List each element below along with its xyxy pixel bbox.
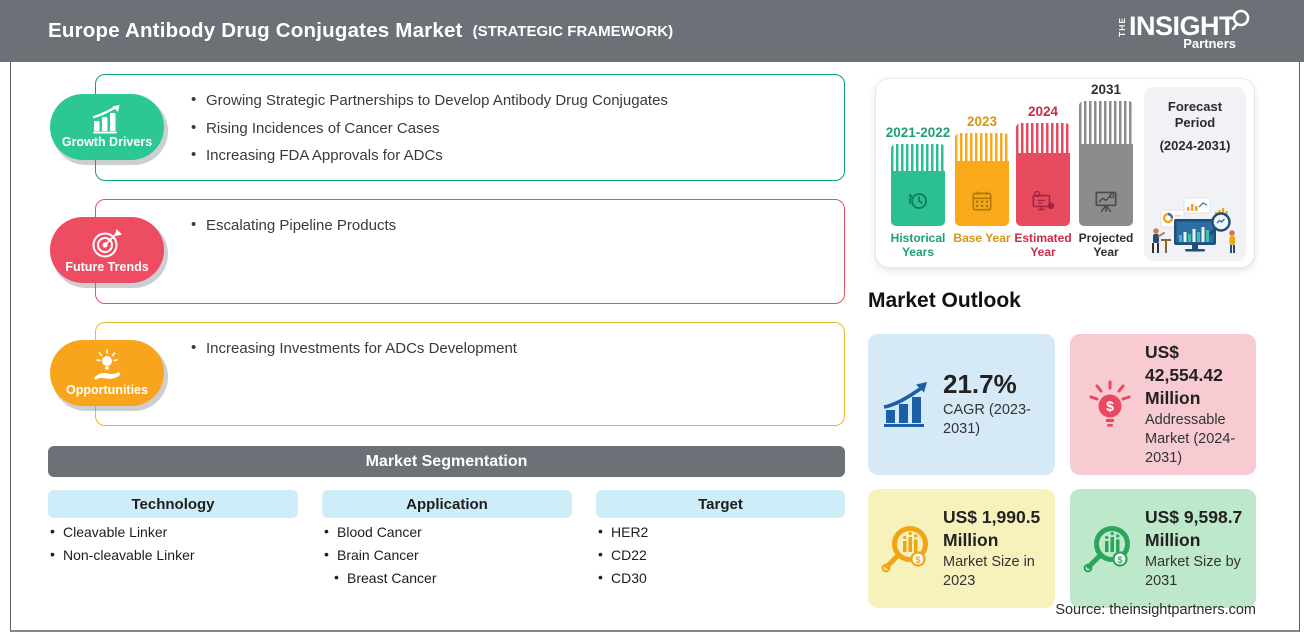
insight-partners-logo: The INSIGHT Partners [1116,9,1252,51]
analytics-illustration [1152,197,1235,253]
base-year-bar [955,133,1009,226]
cagr-caption: CAGR (2023-2031) [943,401,1031,437]
list-item: Breast Cancer [334,569,436,586]
future-trends-badge: Future Trends [50,217,164,283]
addressable-market-card: $ US$ 42,554.42 Million Addressable Mark… [1070,334,1256,475]
bar-stripe-pattern [955,133,1009,161]
forecast-period-panel: Forecast Period (2024-2031) [1144,87,1246,261]
list-item: Growing Strategic Partnerships to Develo… [191,91,824,109]
market-size-2023-caption: Market Size in 2023 [943,554,1035,590]
timeline-year: 2023 [966,114,998,129]
list-item: CD30 [598,569,648,586]
application-items: Blood Cancer Brain Cancer Breast Cancer [324,523,436,593]
projected-year-bar [1079,101,1133,226]
list-item: Brain Cancer [324,546,436,563]
page-title: Europe Antibody Drug Conjugates Market [48,19,463,42]
addressable-market-value: US$ 42,554.42 Million [1145,342,1223,408]
market-size-2031-card: $ US$ 9,598.7 Million Market Size by 203… [1070,489,1256,608]
estimation-gear-monitor-icon [1032,190,1055,211]
growth-drivers-box: Growing Strategic Partnerships to Develo… [95,74,845,181]
timeline-caption: Historical Years [890,231,946,260]
list-item: HER2 [598,523,648,540]
market-size-2023-card: $ US$ 1,990.5 Million Market Size in 202… [868,489,1055,608]
bar-stripe-pattern [1079,101,1133,144]
growth-drivers-badge: Growth Drivers [50,94,164,160]
bar-stripe-pattern [891,144,945,171]
target-items: HER2 CD22 CD30 [598,523,648,593]
forecast-label: Forecast Period [1167,99,1223,131]
segmentation-title: Market Segmentation [365,452,528,470]
target-dart-icon [92,229,122,258]
page-subtitle: (STRATEGIC FRAMEWORK) [472,22,674,40]
logo-the-text: The [1116,16,1127,37]
timeline-caption: Projected Year [1078,231,1134,260]
segment-header-application: Application [322,490,572,518]
list-item: Escalating Pipeline Products [191,216,824,234]
timeline-year: 2024 [1027,104,1059,119]
column-header-label: Application [406,495,488,513]
calendar-icon [972,191,992,211]
list-item: Cleavable Linker [50,523,195,540]
magnifier-icon [1231,9,1250,30]
list-item: Rising Incidences of Cancer Cases [191,119,824,137]
segment-header-target: Target [596,490,845,518]
projection-screen-icon [1095,191,1117,213]
list-item: CD22 [598,546,648,563]
market-size-2031-caption: Market Size by 2031 [1145,554,1241,590]
timeline-caption: Base Year [953,231,1011,245]
opportunities-box: Increasing Investments for ADCs Developm… [95,322,845,426]
column-header-label: Target [698,495,743,513]
svg-text:$: $ [1117,555,1122,565]
future-trends-box: Escalating Pipeline Products [95,199,845,304]
market-segmentation-bar: Market Segmentation [48,446,845,477]
market-size-2031-value: US$ 9,598.7 Million [1145,506,1243,550]
growth-drivers-list: Growing Strategic Partnerships to Develo… [96,75,844,164]
bar-stripe-pattern [1016,123,1070,153]
future-trends-list: Escalating Pipeline Products [96,200,844,234]
svg-text:$: $ [915,555,920,565]
market-outlook-title: Market Outlook [868,289,1021,312]
forecast-range: (2024-2031) [1159,137,1231,153]
opportunities-badge: Opportunities [50,340,164,406]
magnifier-bar-chart-icon: $ [1083,525,1130,572]
timeline-year: 2021-2022 [885,125,951,140]
source-attribution: Source: theinsightpartners.com [1055,602,1256,618]
logo-insight-text: INSIGHT [1128,11,1236,41]
timeline-year: 2031 [1090,82,1122,97]
badge-label: Future Trends [65,260,149,274]
technology-items: Cleavable Linker Non-cleavable Linker [50,523,195,570]
history-clock-icon [908,193,927,209]
market-size-2023-value: US$ 1,990.5 Million [943,506,1041,550]
badge-label: Growth Drivers [61,135,153,149]
cagr-card: 21.7% CAGR (2023-2031) [868,334,1055,475]
magnifier-bar-chart-icon: $ [881,525,928,572]
addressable-market-caption: Addressable Market (2024-2031) [1145,412,1236,467]
dollar-lightbulb-icon: $ [1089,380,1131,427]
historical-years-bar [891,144,945,226]
logo-partners-text: Partners [1183,36,1236,51]
cagr-value: 21.7% [943,369,1017,400]
hand-lightbulb-icon [94,349,121,380]
list-item: Blood Cancer [324,523,436,540]
list-item: Increasing Investments for ADCs Developm… [191,339,824,357]
list-item: Non-cleavable Linker [50,546,195,563]
bar-chart-growth-icon [92,105,120,134]
svg-text:$: $ [1106,398,1114,414]
growth-bars-arrow-icon [883,381,927,427]
segment-header-technology: Technology [48,490,298,518]
header-bar: Europe Antibody Drug Conjugates Market (… [0,0,1304,62]
list-item: Increasing FDA Approvals for ADCs [191,146,824,164]
timeline-panel: 2021-2022 2023 2024 2031 [875,78,1255,268]
timeline-caption: Estimated Year [1014,231,1072,260]
opportunities-list: Increasing Investments for ADCs Developm… [96,323,844,357]
badge-label: Opportunities [66,383,148,397]
estimated-year-bar [1016,123,1070,226]
column-header-label: Technology [131,495,215,513]
